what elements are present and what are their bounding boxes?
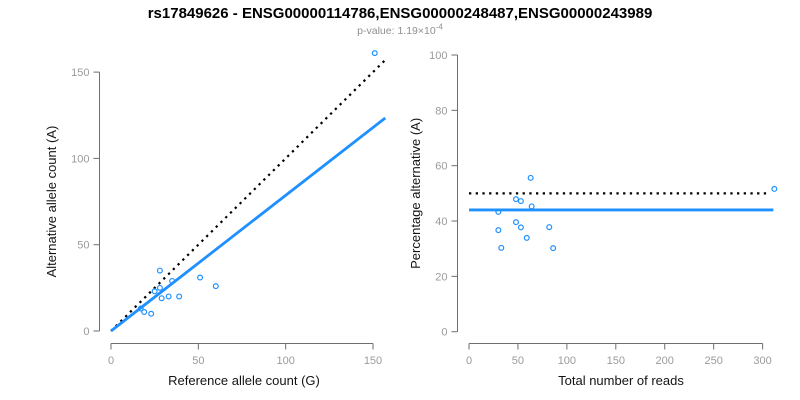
percentage-y-tick-label: 60 (435, 161, 447, 173)
percentage-x-tick-label: 200 (656, 355, 674, 367)
percentage-x-axis-title: Total number of reads (558, 373, 684, 388)
ref-alt-y-tick-label: 150 (71, 67, 89, 79)
percentage-data-point (517, 198, 524, 205)
ref-alt-data-point (137, 305, 144, 312)
percentage-data-point (546, 224, 553, 231)
ref-alt-data-point (165, 293, 172, 300)
ref-alt-data-point (158, 295, 165, 302)
percentage-y-tick-label: 80 (435, 105, 447, 117)
ref-alt-x-tick-label: 50 (192, 355, 204, 367)
ref-alt-data-point (197, 274, 204, 281)
percentage-x-tick-label: 250 (704, 355, 722, 367)
percentage-data-point (512, 219, 519, 226)
percentage-data-point (495, 208, 502, 215)
percentage-data-point (527, 174, 534, 181)
percentage-data-point (512, 196, 519, 203)
ref-alt-data-point (148, 310, 155, 317)
ref-alt-data-point (212, 283, 219, 290)
ref-alt-data-point (151, 288, 158, 295)
ref-alt-data-point (176, 293, 183, 300)
percentage-data-point (771, 185, 778, 192)
ref-alt-data-point (371, 50, 378, 57)
percentage-data-point (517, 224, 524, 231)
plot-title: rs17849626 - ENSG00000114786,ENSG0000024… (147, 5, 653, 22)
percentage-data-point (550, 245, 557, 252)
percentage-data-point (523, 234, 530, 241)
percentage-data-point (498, 244, 505, 251)
percentage-chart: 0 50 100 150 200 250 300 0 20 40 60 80 100 Total numb… (408, 50, 778, 388)
percentage-x-tick-label: 50 (512, 355, 524, 367)
ref-alt-x-tick-label: 100 (276, 355, 294, 367)
ref-alt-y-tick-label: 100 (71, 153, 89, 165)
ref-alt-y-axis-title: Alternative allele count (A) (44, 126, 59, 278)
percentage-data-point (528, 203, 535, 210)
pvalue-exponent: -4 (435, 22, 443, 32)
plot-subtitle: p-value: 1.19×10-4 (0, 22, 800, 37)
ref-alt-y-tick-label: 50 (77, 240, 89, 252)
percentage-x-tick-label: 100 (558, 355, 576, 367)
fit-line (110, 116, 387, 333)
ref-alt-x-axis-title: Reference allele count (G) (168, 373, 320, 388)
ref-alt-x-tick-label: 0 (108, 355, 114, 367)
percentage-y-tick-label: 40 (435, 216, 447, 228)
percentage-x-tick-label: 150 (607, 355, 625, 367)
percentage-y-tick-label: 20 (435, 271, 447, 283)
ref-alt-y-tick-label: 0 (83, 326, 89, 338)
percentage-data-point (495, 227, 502, 234)
pvalue-text: p-value: 1.19×10 (357, 25, 436, 37)
ref-alt-data-point (141, 309, 148, 316)
percentage-x-tick-label: 0 (466, 355, 472, 367)
ref-alt-data-point (156, 267, 163, 274)
percentage-y-tick-label: 0 (441, 327, 447, 339)
percentage-x-tick-label: 300 (753, 355, 771, 367)
ref-alt-x-tick-label: 150 (364, 355, 382, 367)
percentage-y-axis-title: Percentage alternative (A) (408, 118, 423, 269)
ref-alt-chart: 0 50 100 150 0 50 100 150 Reference allele count… (44, 50, 387, 388)
ref-alt-data-point (156, 284, 163, 291)
percentage-y-tick-label: 100 (429, 50, 447, 62)
ref-alt-data-point (169, 277, 176, 284)
